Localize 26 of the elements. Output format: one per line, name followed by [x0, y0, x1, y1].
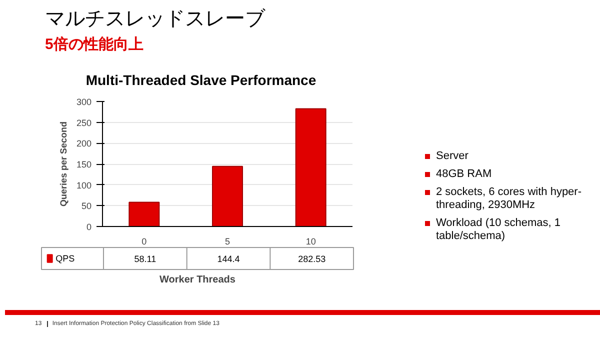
bar — [212, 166, 243, 226]
x-axis-title: Worker Threads — [160, 274, 236, 286]
bar — [128, 202, 160, 226]
legend-label: QPS — [56, 254, 75, 264]
x-tick-label: 0 — [142, 236, 147, 246]
y-tick-label: 150 — [76, 160, 92, 170]
y-tick-label: 250 — [76, 118, 92, 128]
y-axis-title: Queries per Second — [58, 121, 68, 207]
y-tick-label: 50 — [81, 201, 92, 212]
y-tick-label: 300 — [76, 97, 92, 107]
y-tick-label: 200 — [76, 138, 92, 149]
text: 48GB RAM — [436, 168, 493, 181]
x-tick-label: 5 — [224, 236, 230, 246]
chart-title: マルチスレッドスレーブ — [45, 7, 265, 32]
text: Server — [436, 150, 470, 163]
text: Workload (10 schemas, 1 table/schema) — [436, 217, 562, 243]
x-tick-label: 10 — [306, 236, 316, 246]
text: 282.53 — [298, 254, 326, 264]
y-tick-label: 0 — [86, 222, 92, 232]
text: Multi-Threaded Slave Performance — [84, 71, 318, 90]
text: 2 sockets, 6 cores with hyper-threading, 2930MHz — [436, 186, 583, 212]
bar — [295, 108, 326, 226]
y-tick-label: 100 — [76, 180, 92, 190]
text: 58.11 — [134, 254, 156, 264]
chart-subtitle: 5倍の性能向上 — [45, 34, 144, 55]
text: 144.4 — [217, 254, 240, 264]
